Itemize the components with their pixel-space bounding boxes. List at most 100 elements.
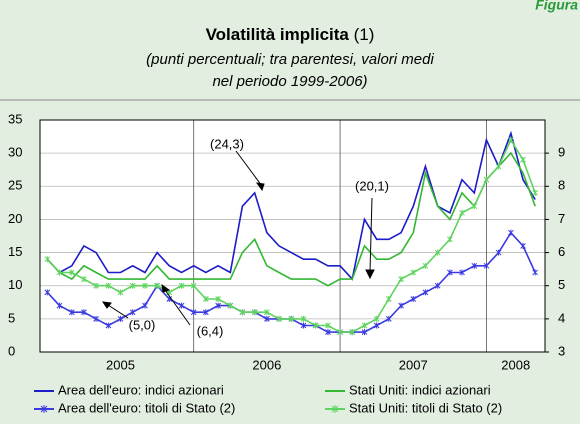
series-marker [422,262,429,269]
y-tick-label: 25 [8,178,22,193]
series-marker [105,322,112,329]
series-marker [495,249,502,256]
plot-frame [39,119,546,353]
series-marker [154,282,160,289]
annotation: (24,3) [210,136,244,151]
series-marker [459,269,465,276]
y-tick-label: 10 [8,277,22,292]
y-tick-label: 30 [8,145,22,160]
legend-label: Stati Uniti: indici azionari [349,382,491,397]
series-marker [68,269,75,276]
y2-tick-label: 5 [558,277,565,292]
series-marker [117,315,124,322]
series-marker [349,329,356,336]
y-tick-label: 20 [8,211,22,226]
series-marker [398,302,404,309]
series-marker [56,269,63,276]
series-marker [508,229,514,236]
series-marker [44,256,51,263]
series-marker [81,309,87,316]
plot-area [40,120,545,352]
series-marker [410,295,417,302]
series-marker [264,309,270,316]
series-marker [385,315,392,322]
series-marker [471,262,478,269]
series-marker [44,289,51,296]
series-marker [178,282,185,289]
series-marker [532,189,539,196]
x-tick-label: 2005 [106,357,135,372]
legend: Area dell'euro: indici azionari Area dell… [34,382,502,415]
x-tick-label: 2007 [399,357,428,372]
y2-tick-label: 7 [558,211,565,226]
series-marker [227,302,234,309]
series-marker [520,242,526,249]
series-marker [434,282,441,289]
series-marker [190,309,197,316]
legend-label: Area dell'euro: titoli di Stato (2) [58,400,235,415]
series-marker [434,249,441,256]
series-marker [471,203,478,210]
y-tick-label: 5 [8,310,15,325]
series-marker [288,315,295,322]
legend-marker [40,405,48,413]
series-marker [410,269,417,276]
series-marker [520,156,526,163]
series-marker [508,136,514,143]
series-marker [93,282,99,289]
series-marker [447,269,453,276]
series-marker [129,282,136,289]
series-marker [56,302,63,309]
series-marker [361,322,368,329]
legend-label: Stati Uniti: titoli di Stato (2) [349,400,502,415]
series-marker [532,269,539,276]
series-marker [178,302,185,309]
series-marker [483,262,490,269]
series-marker [447,236,453,243]
series-marker [459,209,465,216]
legend-label: Area dell'euro: indici azionari [58,382,224,397]
series-marker [105,282,112,289]
series-line [46,130,536,281]
series-marker [239,309,246,316]
series-marker [215,302,221,309]
series-marker [129,309,136,316]
series-marker [325,329,331,336]
chart-title: Volatilità implicita (1) [206,25,375,44]
x-tick-label: 2008 [501,357,530,372]
series-marker [373,315,380,322]
y2-tick-label: 4 [558,310,565,325]
annotation: (5,0) [129,317,156,332]
title-note: (1) [354,25,375,44]
series-marker [422,289,429,296]
series-marker [398,276,404,283]
y-tick-label: 15 [8,244,22,259]
series-marker [264,315,270,322]
series-marker [325,322,331,329]
series-marker [483,176,490,183]
series-marker [202,309,209,316]
y2-tick-label: 3 [558,343,565,358]
annotation: (6,4) [197,323,224,338]
subtitle: nel periodo 1999-2006) [212,73,367,90]
series-marker [68,309,75,316]
series-marker [81,276,87,283]
y-tick-label: 0 [8,343,15,358]
series-marker [495,163,502,170]
series-marker [300,322,307,329]
series-marker [300,315,307,322]
series-marker [276,315,282,322]
x-tick-label: 2006 [252,357,281,372]
series-marker [251,309,258,316]
annotation: (20,1) [355,178,389,193]
y2-tick-label: 9 [558,145,565,160]
series-marker [215,295,221,302]
series-marker [93,315,99,322]
series-marker [373,322,380,329]
series-marker [202,295,209,302]
y-tick-label: 35 [8,111,22,126]
plot [40,119,545,353]
legend-marker [331,405,339,413]
annotation-arrows [101,150,375,326]
series-marker [337,329,343,336]
